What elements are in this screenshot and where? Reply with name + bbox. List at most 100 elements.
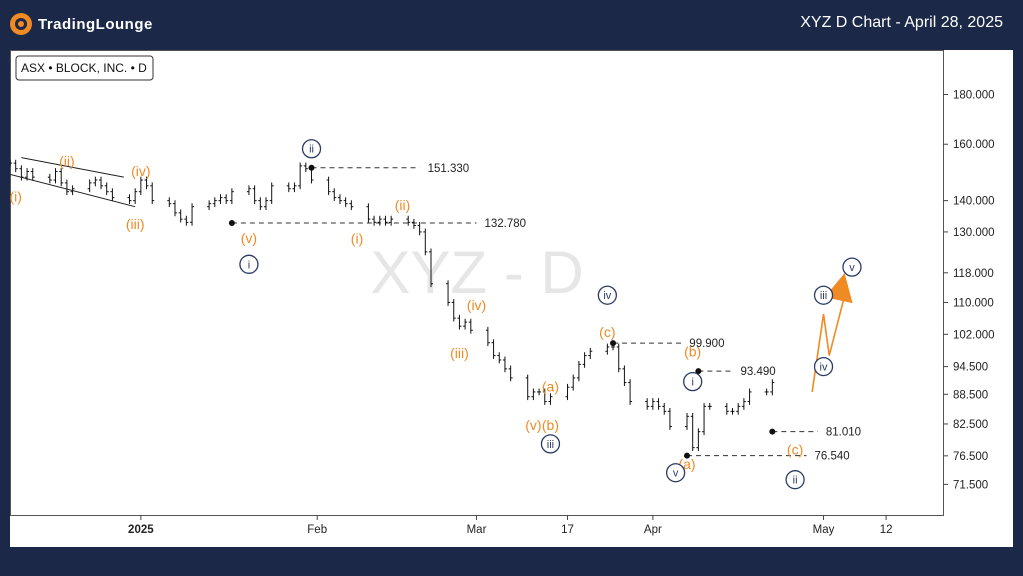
ohlc-bar [269, 182, 274, 205]
ohlc-bar [702, 403, 707, 436]
navy-wave-label: ii [785, 470, 805, 490]
ohlc-bar [25, 168, 30, 181]
ohlc-bar [292, 182, 297, 193]
ohlc-bar [457, 314, 462, 330]
ohlc-bar [525, 374, 530, 401]
ohlc-bar [468, 318, 473, 334]
ohlc-bar [411, 218, 416, 229]
ohlc-bar [309, 165, 314, 184]
price-level-label: 132.780 [485, 218, 527, 230]
y-tick-label: 180.000 [953, 89, 995, 101]
price-level-point [695, 368, 702, 375]
orange-wave-label: (i) [10, 188, 22, 204]
y-tick-label: 160.000 [953, 139, 995, 151]
ohlc-bar [366, 203, 371, 223]
ohlc-bar [656, 398, 661, 410]
navy-wave-label: i [239, 254, 259, 274]
ohlc-bar [172, 200, 177, 217]
ohlc-bar [582, 352, 587, 368]
ohlc-bar [246, 185, 251, 196]
y-tick-label: 94.500 [953, 362, 988, 374]
ohlc-bar [87, 179, 92, 193]
orange-wave-label: (v) [525, 417, 541, 433]
x-tick-label: 17 [561, 524, 574, 536]
navy-wave-label: v [665, 463, 686, 483]
ohlc-bar [190, 203, 195, 226]
ohlc-bar [144, 176, 149, 190]
ohlc-bar [548, 393, 553, 405]
y-tick-label: 102.000 [953, 329, 995, 341]
price-level-label: 99.900 [689, 338, 724, 350]
ohlc-bar [93, 176, 98, 187]
ohlc-bar [372, 215, 377, 226]
ohlc-bar [684, 412, 689, 430]
ohlc-bar [127, 194, 132, 205]
header-bar: TradingLounge XYZ D Chart - April 28, 20… [0, 0, 1023, 48]
ohlc-bar [497, 352, 502, 364]
navy-wave-label: v [842, 257, 862, 277]
y-tick-label: 118.000 [953, 268, 994, 280]
ohlc-bar [622, 365, 627, 386]
ohlc-bar [645, 398, 650, 410]
ohlc-bar [531, 388, 536, 401]
ohlc-bar [730, 407, 735, 415]
ohlc-bar [736, 403, 741, 415]
orange-wave-label: (iv) [467, 297, 486, 313]
ohlc-bar [258, 197, 263, 211]
orange-wave-label: (ii) [395, 197, 411, 213]
price-level-point [683, 452, 690, 459]
ohlc-bar [167, 197, 172, 208]
ohlc-bar [184, 215, 189, 226]
price-level-point [769, 428, 776, 435]
ohlc-bar [406, 215, 411, 226]
ohlc-bar [508, 365, 513, 382]
ohlc-bar [491, 339, 496, 359]
svg-text:iii: iii [547, 439, 554, 451]
orange-wave-label: (ii) [59, 153, 75, 169]
ohlc-bar [377, 215, 382, 226]
x-tick-label: Feb [307, 524, 327, 536]
ohlc-bar [224, 194, 229, 205]
ohlc-bar [207, 200, 212, 211]
ohlc-bar [30, 168, 35, 181]
y-tick-label: 110.000 [953, 297, 994, 309]
ohlc-bar [605, 343, 610, 355]
ohlc-bar [571, 374, 576, 391]
price-chart: XYZ - D 151.330 132.780 99.900 93.490 81.010… [8, 50, 995, 536]
ohlc-bar [332, 188, 337, 202]
ohlc-bar [110, 188, 115, 202]
ohlc-bar [707, 403, 712, 410]
x-tick-label: 12 [880, 524, 893, 536]
navy-wave-label: iii [813, 285, 834, 305]
ohlc-bar [485, 326, 490, 347]
ohlc-bar [537, 388, 542, 396]
ohlc-bar [565, 383, 570, 401]
svg-text:ii: ii [309, 144, 314, 156]
navy-wave-label: ii [301, 139, 322, 159]
orange-wave-label: (c) [787, 441, 803, 457]
svg-text:iv: iv [603, 290, 611, 302]
ohlc-bar [138, 176, 143, 196]
y-tick-label: 88.500 [953, 389, 988, 401]
svg-text:v: v [673, 468, 679, 480]
ohlc-bar [99, 176, 104, 190]
orange-wave-label: (b) [684, 344, 701, 360]
projection-path [811, 289, 848, 393]
ohlc-bar [13, 159, 18, 173]
svg-text:iii: iii [820, 290, 827, 302]
ohlc-bar [423, 228, 428, 256]
symbol-label-box: ASX • BLOCK, INC. • D [15, 55, 154, 81]
ohlc-bar [59, 168, 64, 187]
navy-wave-label: i [683, 371, 703, 392]
price-level-label: 151.330 [428, 163, 470, 175]
ohlc-bar [696, 428, 701, 452]
ohlc-bar [389, 215, 394, 226]
ohlc-bar [650, 398, 655, 410]
watermark-text: XYZ - D [370, 239, 583, 306]
symbol-label: ASX • BLOCK, INC. • D [21, 61, 147, 75]
ohlc-bar [298, 162, 303, 190]
chart-panel: XYZ - D 151.330 132.780 99.900 93.490 81.010… [8, 50, 1013, 547]
navy-wave-label: iv [813, 356, 834, 377]
y-tick-label: 71.500 [953, 479, 988, 491]
ohlc-bar [463, 318, 468, 330]
